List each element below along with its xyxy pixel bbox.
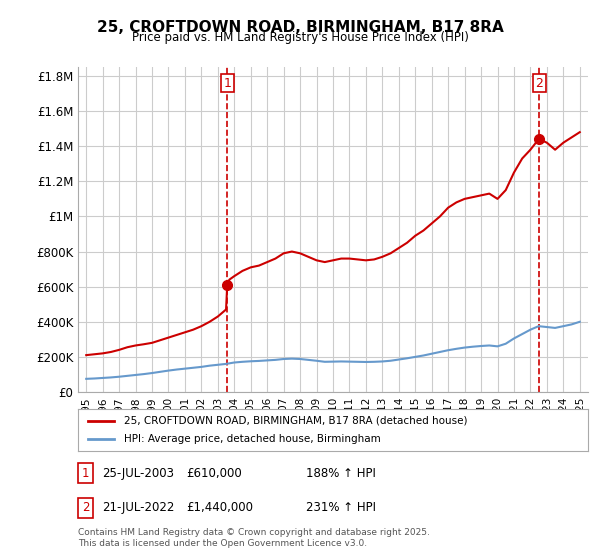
Text: £610,000: £610,000 [186,466,242,480]
Text: 1: 1 [223,77,231,90]
Text: 2: 2 [82,501,89,515]
Text: HPI: Average price, detached house, Birmingham: HPI: Average price, detached house, Birm… [124,434,380,444]
Text: 21-JUL-2022: 21-JUL-2022 [102,501,175,515]
Text: 25, CROFTDOWN ROAD, BIRMINGHAM, B17 8RA (detached house): 25, CROFTDOWN ROAD, BIRMINGHAM, B17 8RA … [124,416,467,426]
Text: 188% ↑ HPI: 188% ↑ HPI [306,466,376,480]
Text: 2: 2 [536,77,544,90]
Text: £1,440,000: £1,440,000 [186,501,253,515]
Text: Contains HM Land Registry data © Crown copyright and database right 2025.
This d: Contains HM Land Registry data © Crown c… [78,528,430,548]
Text: 25-JUL-2003: 25-JUL-2003 [102,466,174,480]
Text: Price paid vs. HM Land Registry's House Price Index (HPI): Price paid vs. HM Land Registry's House … [131,31,469,44]
Text: 25, CROFTDOWN ROAD, BIRMINGHAM, B17 8RA: 25, CROFTDOWN ROAD, BIRMINGHAM, B17 8RA [97,20,503,35]
Text: 1: 1 [82,466,89,480]
Text: 231% ↑ HPI: 231% ↑ HPI [306,501,376,515]
